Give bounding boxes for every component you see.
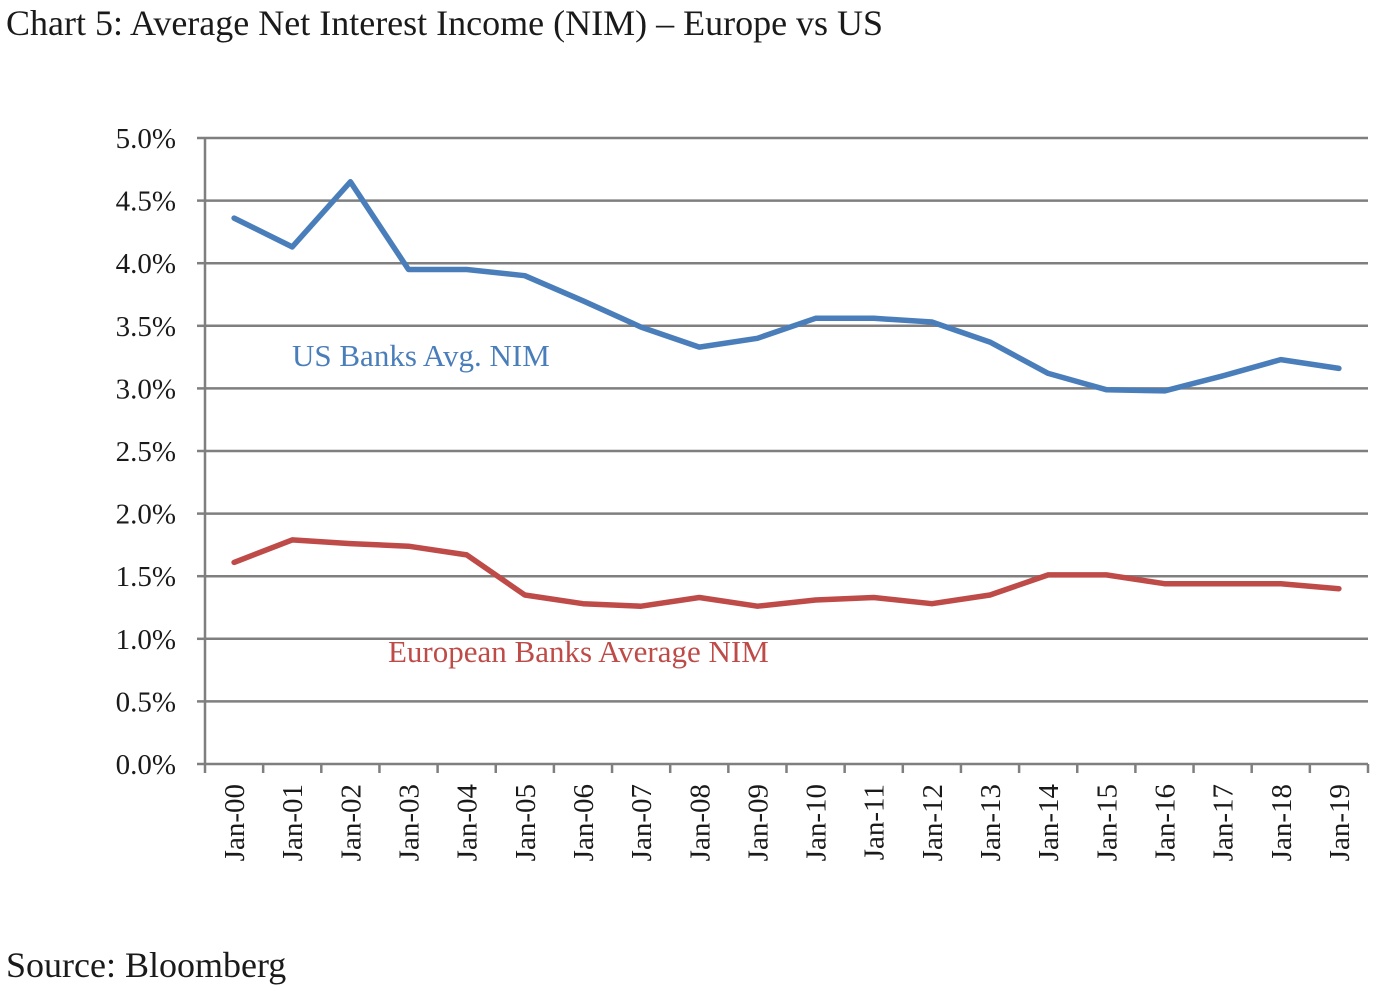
chart-title: Chart 5: Average Net Interest Income (NI…	[6, 3, 884, 43]
y-tick-label: 0.5%	[116, 686, 176, 718]
x-tick-label: Jan-08	[684, 784, 716, 861]
series-line-europe	[231, 537, 1342, 609]
x-tick-label: Jan-12	[917, 784, 949, 861]
x-tick-label: Jan-13	[975, 784, 1007, 861]
series-line-us	[231, 179, 1342, 394]
y-axis-tick-labels: 0.0% 0.5% 1.0% 1.5% 2.0% 2.5% 3.0% 3.5% 4.0% 4.5%…	[116, 123, 176, 781]
y-tick-label: 3.5%	[116, 311, 176, 343]
x-tick-label: Jan-14	[1033, 784, 1065, 862]
chart-source: Source: Bloomberg	[6, 945, 287, 985]
series-lines	[231, 179, 1342, 609]
y-tick-label: 4.5%	[116, 186, 176, 218]
y-tick-label: 0.0%	[116, 749, 176, 781]
x-tick-label: Jan-01	[277, 784, 309, 861]
y-tick-label: 4.0%	[116, 248, 176, 280]
x-tick-label: Jan-18	[1266, 784, 1298, 861]
x-tick-label: Jan-00	[219, 784, 251, 861]
y-tick-label: 2.5%	[116, 436, 176, 468]
y-tick-label: 2.0%	[116, 499, 176, 531]
y-tick-label: 5.0%	[116, 123, 176, 155]
x-tick-label: Jan-19	[1324, 784, 1356, 861]
gridlines	[205, 136, 1368, 703]
x-tick-label: Jan-09	[742, 784, 774, 861]
x-tick-label: Jan-17	[1208, 784, 1240, 861]
series-label-us: US Banks Avg. NIM	[292, 338, 550, 373]
x-tick-label: Jan-03	[394, 784, 426, 861]
x-tick-label: Jan-02	[335, 784, 367, 861]
x-tick-label: Jan-04	[452, 784, 484, 862]
y-tick-label: 1.5%	[116, 561, 176, 593]
x-tick-label: Jan-16	[1149, 784, 1181, 861]
x-tick-label: Jan-10	[801, 784, 833, 861]
x-tick-label: Jan-11	[859, 784, 891, 860]
x-axis-tick-labels: Jan-00 Jan-01 Jan-02 Jan-03 Jan-04 Jan-05 Jan-…	[219, 784, 1356, 862]
y-tick-label: 1.0%	[116, 624, 176, 656]
axes	[197, 136, 1370, 773]
series-label-europe: European Banks Average NIM	[388, 634, 769, 669]
x-tick-label: Jan-07	[626, 784, 658, 861]
x-tick-label: Jan-15	[1091, 784, 1123, 861]
x-tick-label: Jan-06	[568, 784, 600, 861]
x-tick-label: Jan-05	[510, 784, 542, 861]
y-tick-label: 3.0%	[116, 373, 176, 405]
